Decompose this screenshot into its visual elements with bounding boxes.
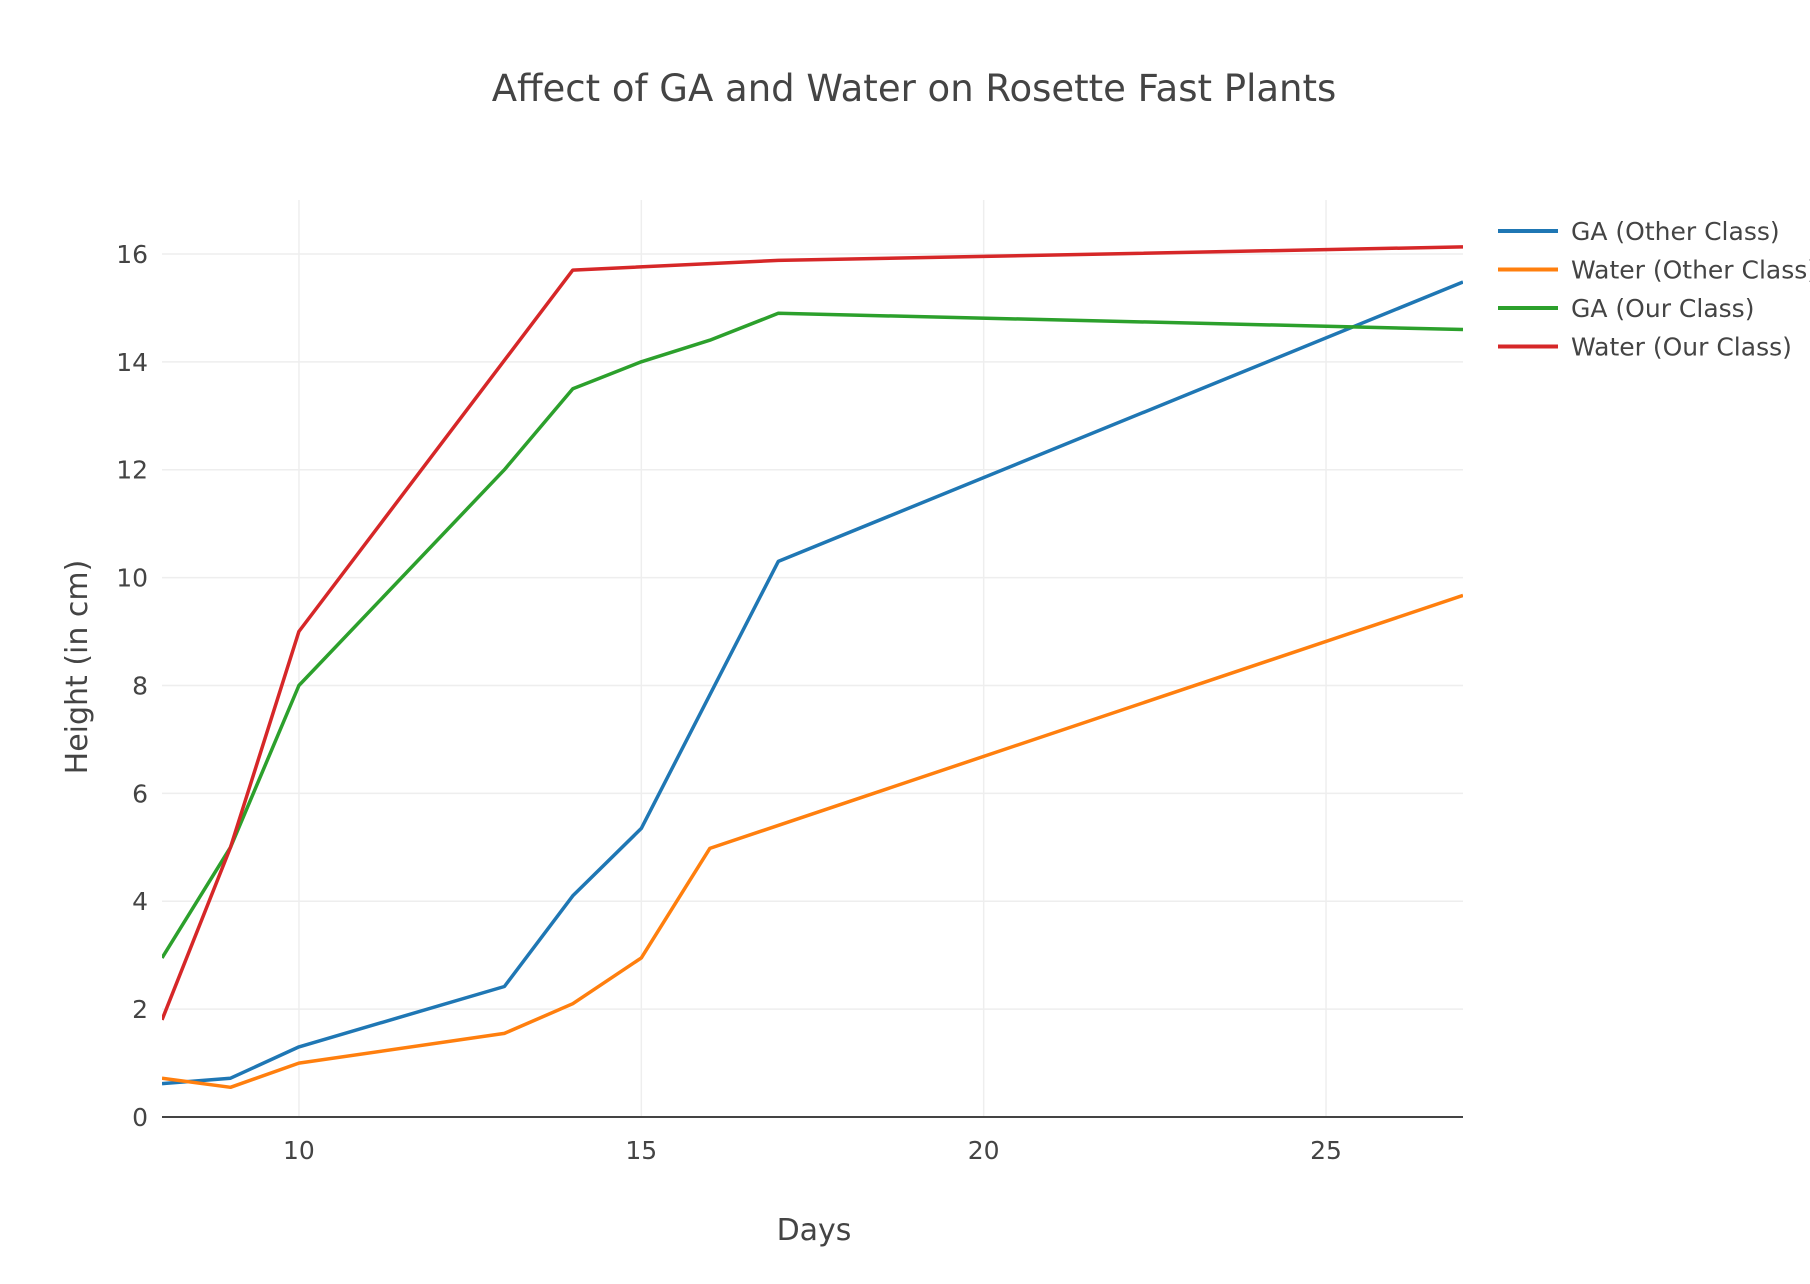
series-line — [162, 245, 1463, 1021]
legend-label: GA (Other Class) — [1571, 217, 1780, 246]
x-axis-title: Days — [777, 1213, 852, 1248]
y-tick-label: 4 — [132, 887, 148, 916]
x-tick-label: 15 — [625, 1136, 657, 1165]
series-line — [162, 280, 1463, 1086]
y-tick-label: 12 — [116, 456, 148, 485]
series-lines — [162, 245, 1463, 1090]
y-tick-label: 8 — [132, 671, 148, 700]
legend-label: Water (Our Class) — [1571, 333, 1792, 362]
x-tick-label: 10 — [283, 1136, 315, 1165]
y-tick-label: 14 — [116, 348, 148, 377]
series-line — [162, 311, 1463, 959]
x-tick-label: 20 — [968, 1136, 1000, 1165]
legend-item[interactable]: Water (Other Class) — [1498, 256, 1810, 285]
y-tick-label: 6 — [132, 779, 148, 808]
chart-title: Affect of GA and Water on Rosette Fast P… — [492, 67, 1337, 110]
legend-item[interactable]: GA (Other Class) — [1498, 217, 1780, 246]
y-axis-title: Height (in cm) — [60, 560, 95, 775]
x-tick-label: 25 — [1310, 1136, 1342, 1165]
legend: GA (Other Class) Water (Other Class) GA (O… — [1498, 217, 1810, 362]
y-tick-label: 16 — [116, 240, 148, 269]
legend-item[interactable]: GA (Our Class) — [1498, 294, 1754, 323]
y-tick-label: 0 — [132, 1103, 148, 1132]
legend-label: GA (Our Class) — [1571, 294, 1754, 323]
legend-label: Water (Other Class) — [1571, 256, 1810, 285]
series-line — [162, 593, 1463, 1090]
grid-lines — [162, 200, 1463, 1117]
y-tick-label: 10 — [116, 564, 148, 593]
y-tick-label: 2 — [132, 995, 148, 1024]
tick-labels: 10 15 20 25 0 2 4 6 8 10 12 14 16 — [116, 240, 1342, 1165]
legend-item[interactable]: Water (Our Class) — [1498, 333, 1792, 362]
